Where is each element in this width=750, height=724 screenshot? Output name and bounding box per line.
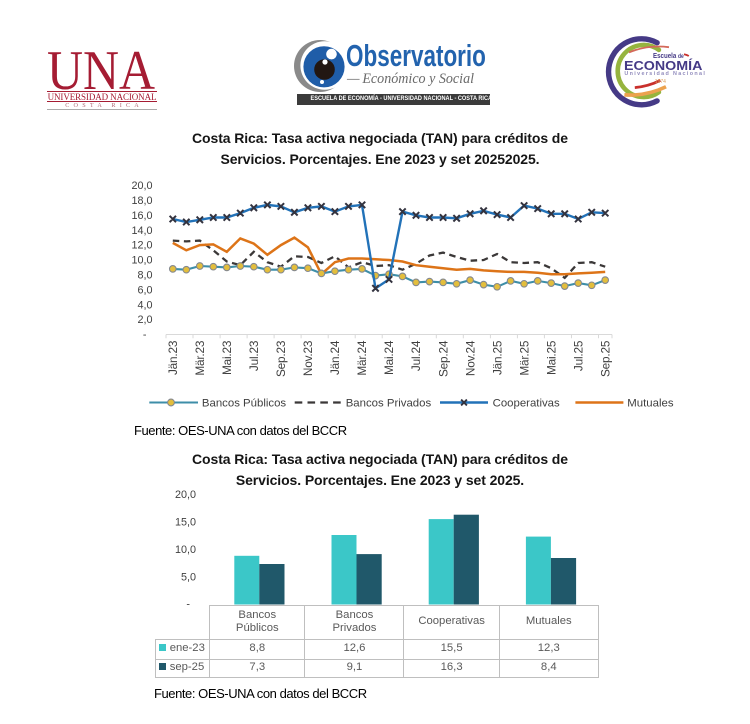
svg-text:4,0: 4,0: [137, 299, 152, 311]
svg-text:Bancos Públicos: Bancos Públicos: [202, 397, 287, 409]
svg-text:-: -: [143, 329, 147, 341]
svg-text:2,0: 2,0: [137, 314, 152, 326]
svg-text:Cooperativas: Cooperativas: [493, 397, 560, 409]
svg-text:Jul.24: Jul.24: [409, 340, 423, 371]
svg-text:Sep.25: Sep.25: [598, 340, 612, 377]
svg-text:Mär.24: Mär.24: [355, 340, 369, 376]
svg-text:16,0: 16,0: [131, 210, 152, 222]
svg-text:Mär.25: Mär.25: [517, 340, 531, 376]
svg-text:10,0: 10,0: [175, 544, 196, 556]
svg-text:-: -: [186, 598, 190, 610]
svg-text:18,0: 18,0: [131, 195, 152, 207]
svg-text:Mai.24: Mai.24: [382, 340, 396, 375]
svg-text:8,0: 8,0: [137, 270, 152, 282]
svg-text:Sep.24: Sep.24: [436, 340, 450, 377]
svg-text:Mutuales: Mutuales: [627, 397, 674, 409]
svg-text:Jän.25: Jän.25: [490, 340, 504, 375]
svg-text:Mai.23: Mai.23: [220, 340, 234, 375]
svg-text:20,0: 20,0: [175, 489, 196, 501]
svg-text:Mai.25: Mai.25: [544, 340, 558, 375]
svg-text:Nov.24: Nov.24: [463, 340, 477, 376]
svg-text:Bancos Privados: Bancos Privados: [346, 397, 432, 409]
svg-text:5,0: 5,0: [181, 571, 196, 583]
svg-text:Mär.23: Mär.23: [193, 340, 207, 376]
svg-text:15,0: 15,0: [175, 517, 196, 529]
svg-text:10,0: 10,0: [131, 255, 152, 267]
svg-text:Jul.25: Jul.25: [571, 340, 585, 371]
svg-text:Sep.23: Sep.23: [274, 340, 288, 377]
svg-text:Jän.23: Jän.23: [166, 340, 180, 375]
svg-text:14,0: 14,0: [131, 225, 152, 237]
svg-text:6,0: 6,0: [137, 284, 152, 296]
svg-text:Nov.23: Nov.23: [301, 340, 315, 376]
svg-text:Jän.24: Jän.24: [328, 340, 342, 375]
svg-text:20,0: 20,0: [131, 180, 152, 192]
svg-text:12,0: 12,0: [131, 240, 152, 252]
svg-text:Jul.23: Jul.23: [247, 340, 261, 371]
